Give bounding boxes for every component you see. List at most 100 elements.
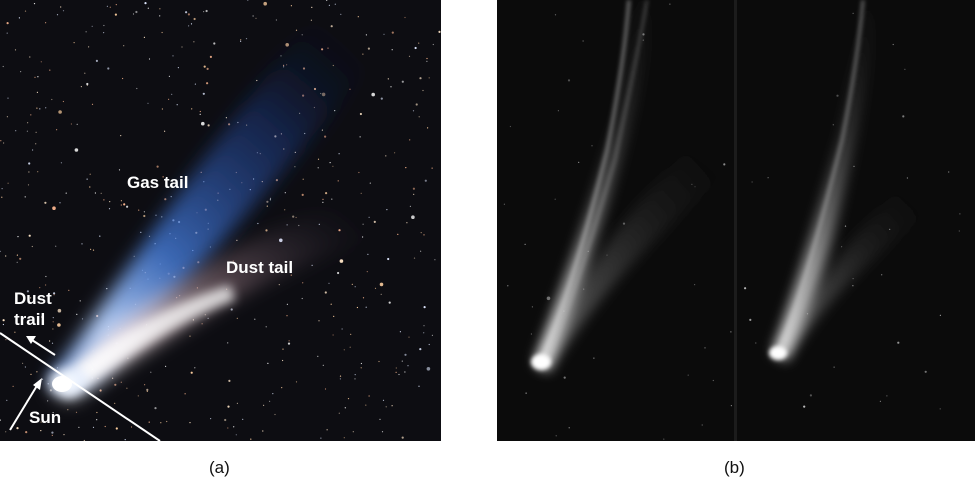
star [663,438,665,440]
star [288,340,290,342]
star [190,23,193,25]
star [767,177,769,179]
star [16,254,18,256]
star [360,367,362,369]
star [199,110,201,113]
star [161,108,163,110]
star [79,300,81,302]
star [274,413,276,416]
star [302,282,304,284]
star [360,192,362,194]
star [172,55,174,57]
star [554,14,557,16]
star [391,405,393,407]
star [318,320,320,322]
star [503,203,505,205]
star [37,171,39,173]
star [359,136,361,138]
caption-b: (b) [724,458,745,477]
star [35,131,37,133]
star [228,123,231,126]
star [939,314,941,316]
star [411,215,415,219]
star [148,58,151,60]
star [59,202,61,204]
star [81,318,84,320]
star [16,261,18,263]
star [58,110,62,114]
star [311,6,313,8]
star [147,102,149,104]
star [332,165,334,167]
star [201,323,203,325]
star [338,412,340,414]
star [414,46,417,50]
star [386,209,388,211]
star [30,297,32,299]
star [380,97,383,100]
star [199,113,201,115]
star [286,303,288,305]
star [120,204,122,206]
star [408,55,411,57]
sun-arrow [9,378,42,431]
star [247,0,249,1]
star [27,184,30,186]
star [694,284,696,286]
star [86,84,88,86]
star [236,239,238,241]
star [57,323,61,327]
star [138,209,140,211]
star [96,419,98,421]
star [159,15,161,17]
star [401,360,403,362]
star [245,38,248,40]
star [205,9,208,13]
star [385,155,387,157]
star [171,93,173,95]
star [507,285,509,287]
star [18,17,20,19]
star [227,427,229,429]
star [168,98,170,100]
star [567,79,571,82]
star [112,377,114,379]
star [326,0,328,1]
star [15,130,17,132]
star [409,205,411,207]
star [582,40,584,42]
star [106,288,108,290]
star [379,418,381,420]
star [0,250,1,252]
star [557,110,559,112]
star [159,8,161,10]
star [52,206,56,210]
star [177,67,179,69]
star [413,257,416,259]
star [338,153,340,155]
star [391,49,393,51]
star [354,286,356,288]
star [881,274,883,276]
star [730,405,732,407]
star [6,116,8,118]
comet-bw-photos [497,0,975,441]
star [418,42,420,44]
star [114,383,117,386]
star [120,200,122,202]
star [531,306,533,308]
star [194,367,196,369]
star [5,431,7,433]
star [275,19,277,21]
star [388,301,391,304]
star [530,333,532,335]
star [269,197,272,199]
star [206,67,209,70]
star [133,255,135,257]
star [81,243,83,245]
star [423,306,426,309]
star [52,328,54,330]
star [284,209,286,211]
star [37,76,39,78]
star [371,92,376,97]
